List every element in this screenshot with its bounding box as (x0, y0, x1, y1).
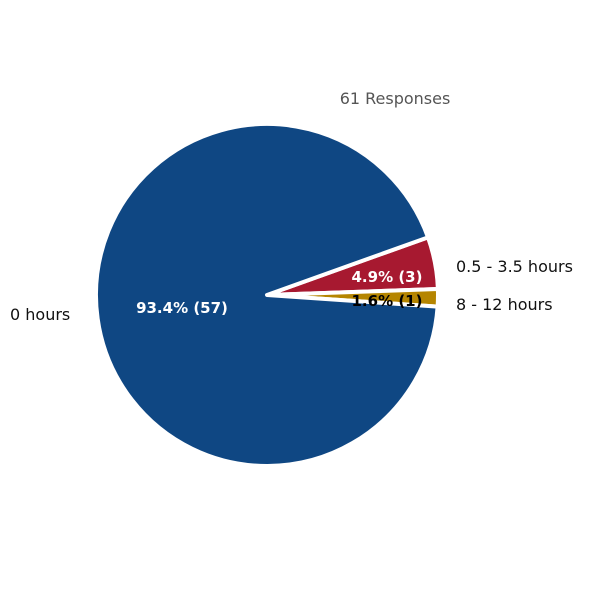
pie-slice (94, 122, 440, 468)
slice-value-label: 4.9% (3) (352, 268, 423, 286)
pie-labels: 93.4% (57) 4.9% (3) 1.6% (1) 0 hours 0.5 - 3… (10, 257, 573, 324)
chart-subtitle: 61 Responses (340, 89, 451, 108)
slice-value-label: 93.4% (57) (136, 299, 228, 317)
category-label: 8 - 12 hours (456, 295, 553, 314)
pie-slices (94, 122, 440, 468)
category-label: 0 hours (10, 305, 70, 324)
category-label: 0.5 - 3.5 hours (456, 257, 573, 276)
slice-value-label: 1.6% (1) (352, 292, 423, 310)
